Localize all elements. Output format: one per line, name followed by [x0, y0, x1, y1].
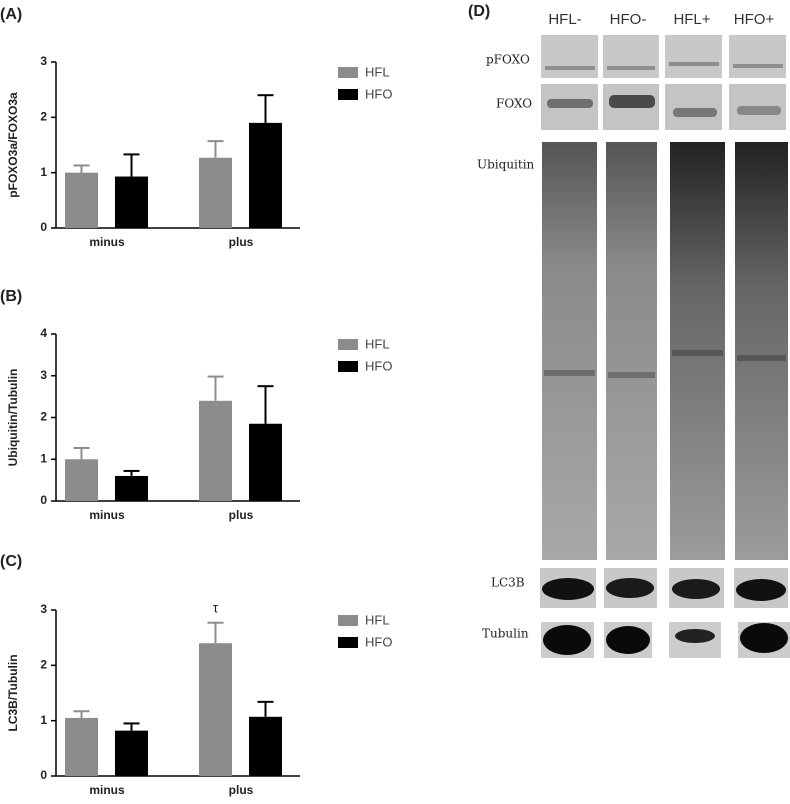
x-tick-label: minus — [89, 235, 125, 249]
legend-label: HFL — [365, 64, 390, 79]
row-label: Tubulin — [482, 627, 529, 641]
legend-swatch — [338, 67, 358, 78]
legend-label: HFL — [365, 336, 390, 351]
bar — [249, 423, 282, 501]
y-tick-label: 0 — [40, 493, 47, 507]
lane-label: HFO- — [610, 11, 647, 28]
lane-label: HFL- — [548, 11, 581, 28]
y-tick-label: 3 — [40, 368, 47, 382]
y-tick-label: 2 — [40, 658, 47, 672]
row-label: pFOXO — [486, 53, 530, 67]
panel-label: (C) — [0, 553, 22, 570]
legend-swatch — [338, 89, 358, 100]
x-tick-label: minus — [89, 783, 125, 797]
legend-swatch — [338, 637, 358, 648]
row-label: Ubiquitin — [477, 158, 535, 172]
legend-swatch — [338, 339, 358, 350]
legend-label: HFO — [365, 86, 392, 101]
annotation: τ — [213, 599, 219, 615]
bar — [65, 172, 98, 228]
bar — [115, 730, 148, 776]
bar — [65, 459, 98, 501]
bar — [115, 176, 148, 228]
x-tick-label: plus — [229, 783, 254, 797]
y-tick-label: 2 — [40, 110, 47, 124]
y-axis-label: Ubiquitin/Tubulin — [6, 369, 20, 467]
bar — [115, 475, 148, 501]
legend-swatch — [338, 361, 358, 372]
blot-panel: (D) HFL- HFO- HFL+ HFO+ pFOXO FOXO Ubiqu… — [468, 3, 790, 658]
bar — [199, 643, 232, 776]
y-tick-label: 3 — [40, 602, 47, 616]
row-label: LC3B — [491, 576, 525, 590]
bar — [249, 122, 282, 228]
x-tick-label: plus — [229, 235, 254, 249]
bar — [65, 717, 98, 776]
panel-label: (B) — [0, 288, 22, 305]
bar — [199, 157, 232, 228]
x-tick-label: minus — [89, 508, 125, 522]
y-tick-label: 3 — [40, 54, 47, 68]
y-tick-label: 1 — [40, 713, 47, 727]
legend-label: HFO — [365, 634, 392, 649]
row-label: FOXO — [496, 97, 532, 111]
y-axis-label: pFOXO3a/FOXO3a — [6, 92, 20, 198]
y-tick-label: 2 — [40, 410, 47, 424]
legend-label: HFL — [365, 612, 390, 627]
blot-images — [540, 35, 790, 658]
panel-label: (A) — [0, 6, 22, 23]
y-tick-label: 1 — [40, 451, 47, 465]
lane-label: HFL+ — [673, 11, 710, 28]
panel-label: (D) — [468, 3, 490, 20]
y-tick-label: 1 — [40, 165, 47, 179]
y-tick-label: 4 — [40, 326, 47, 340]
bar — [199, 400, 232, 501]
lane-label: HFO+ — [734, 11, 775, 28]
legend-swatch — [338, 615, 358, 626]
x-tick-label: plus — [229, 508, 254, 522]
y-axis-label: LC3B/Tubulin — [6, 654, 20, 731]
bar — [249, 716, 282, 776]
y-tick-label: 0 — [40, 220, 47, 234]
legend-label: HFO — [365, 358, 392, 373]
y-tick-label: 0 — [40, 768, 47, 782]
